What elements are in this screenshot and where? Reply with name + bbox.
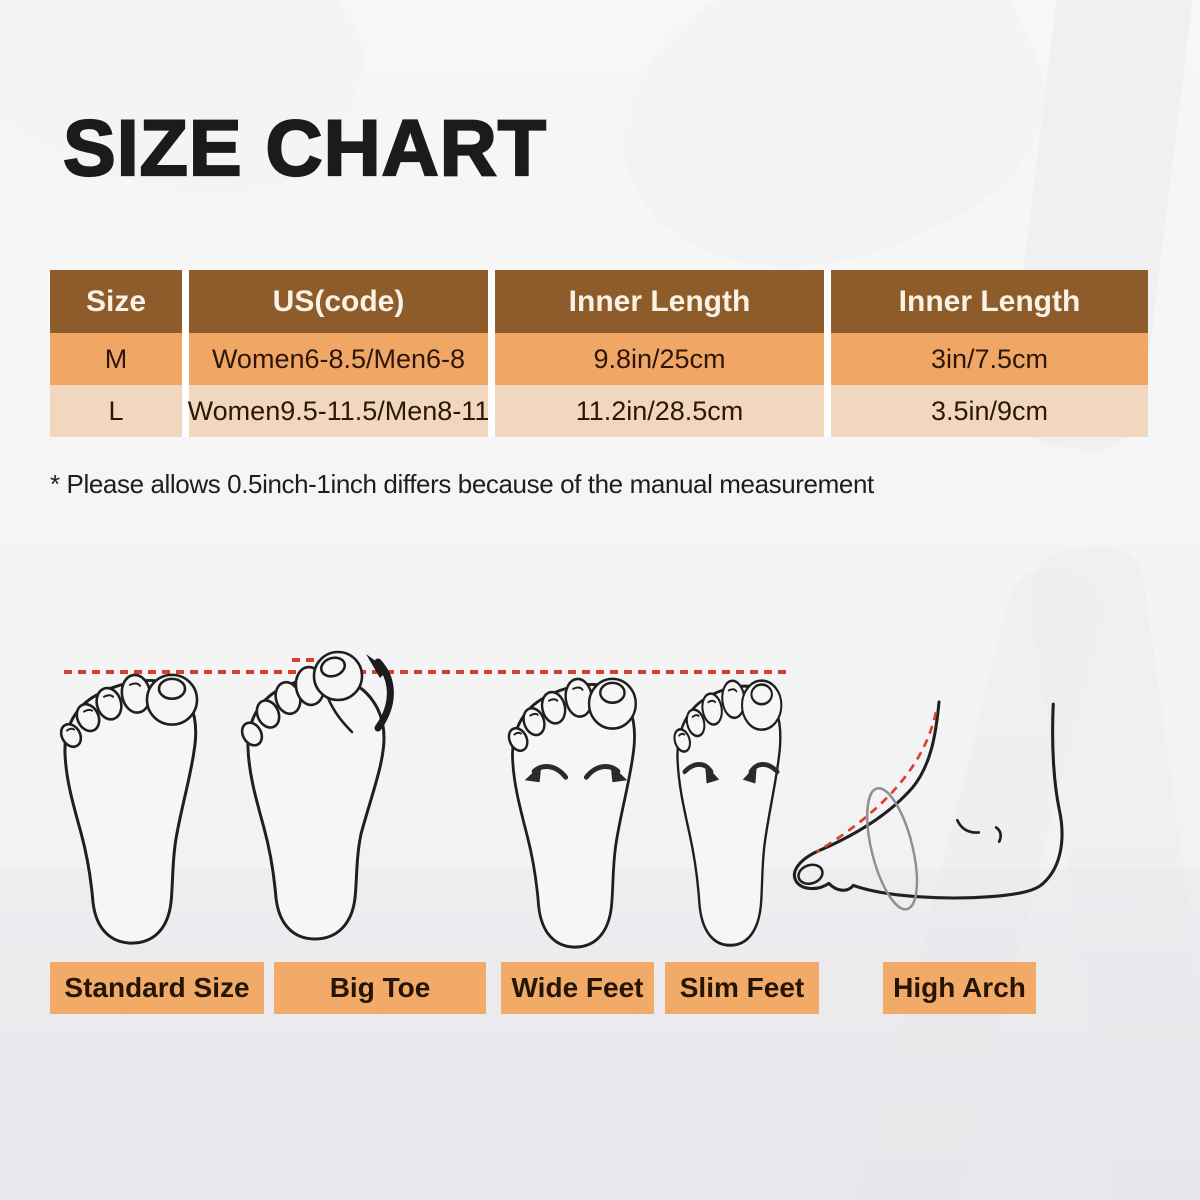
squeeze-in-arrows-icon xyxy=(682,762,780,784)
rotate-toe-arrow-icon xyxy=(366,654,394,732)
foot-type-label-big-toe: Big Toe xyxy=(274,962,486,1014)
cell-size-l: L xyxy=(50,385,182,437)
foot-type-label-slim: Slim Feet xyxy=(665,962,819,1014)
size-table: Size US(code) Inner Length Inner Length … xyxy=(50,270,1148,437)
wide-foot-illustration xyxy=(506,675,638,949)
cell-length-m: 9.8in/25cm xyxy=(495,333,824,385)
header-inner-length-1: Inner Length xyxy=(495,270,824,333)
header-inner-length-2: Inner Length xyxy=(831,270,1148,333)
arch-circle-mark xyxy=(865,787,919,911)
spread-out-arrows-icon xyxy=(524,764,628,783)
cell-width-l: 3.5in/9cm xyxy=(831,385,1148,437)
foot-type-label-wide: Wide Feet xyxy=(501,962,654,1014)
cell-size-m: M xyxy=(50,333,182,385)
header-us-code: US(code) xyxy=(189,270,488,333)
arch-dashed-line xyxy=(815,711,938,853)
foot-type-label-standard: Standard Size xyxy=(50,962,264,1014)
big-toe-foot-illustration xyxy=(240,650,394,941)
big-toe-overhang-dashed xyxy=(292,658,342,662)
foot-type-label-high-arch: High Arch xyxy=(883,962,1036,1014)
measurement-note: * Please allows 0.5inch-1inch differs be… xyxy=(50,469,874,499)
high-arch-foot-illustration xyxy=(793,700,1064,911)
slim-foot-illustration xyxy=(672,677,783,947)
page-title: SIZE CHART xyxy=(62,103,547,192)
cell-width-m: 3in/7.5cm xyxy=(831,333,1148,385)
cell-us-m: Women6-8.5/Men6-8 xyxy=(189,333,488,385)
cell-us-l: Women9.5-11.5/Men8-11 xyxy=(188,385,489,437)
cell-length-l: 11.2in/28.5cm xyxy=(495,385,824,437)
standard-foot-illustration xyxy=(59,673,199,945)
toe-line-dashed xyxy=(64,670,792,674)
header-size: Size xyxy=(50,270,182,333)
